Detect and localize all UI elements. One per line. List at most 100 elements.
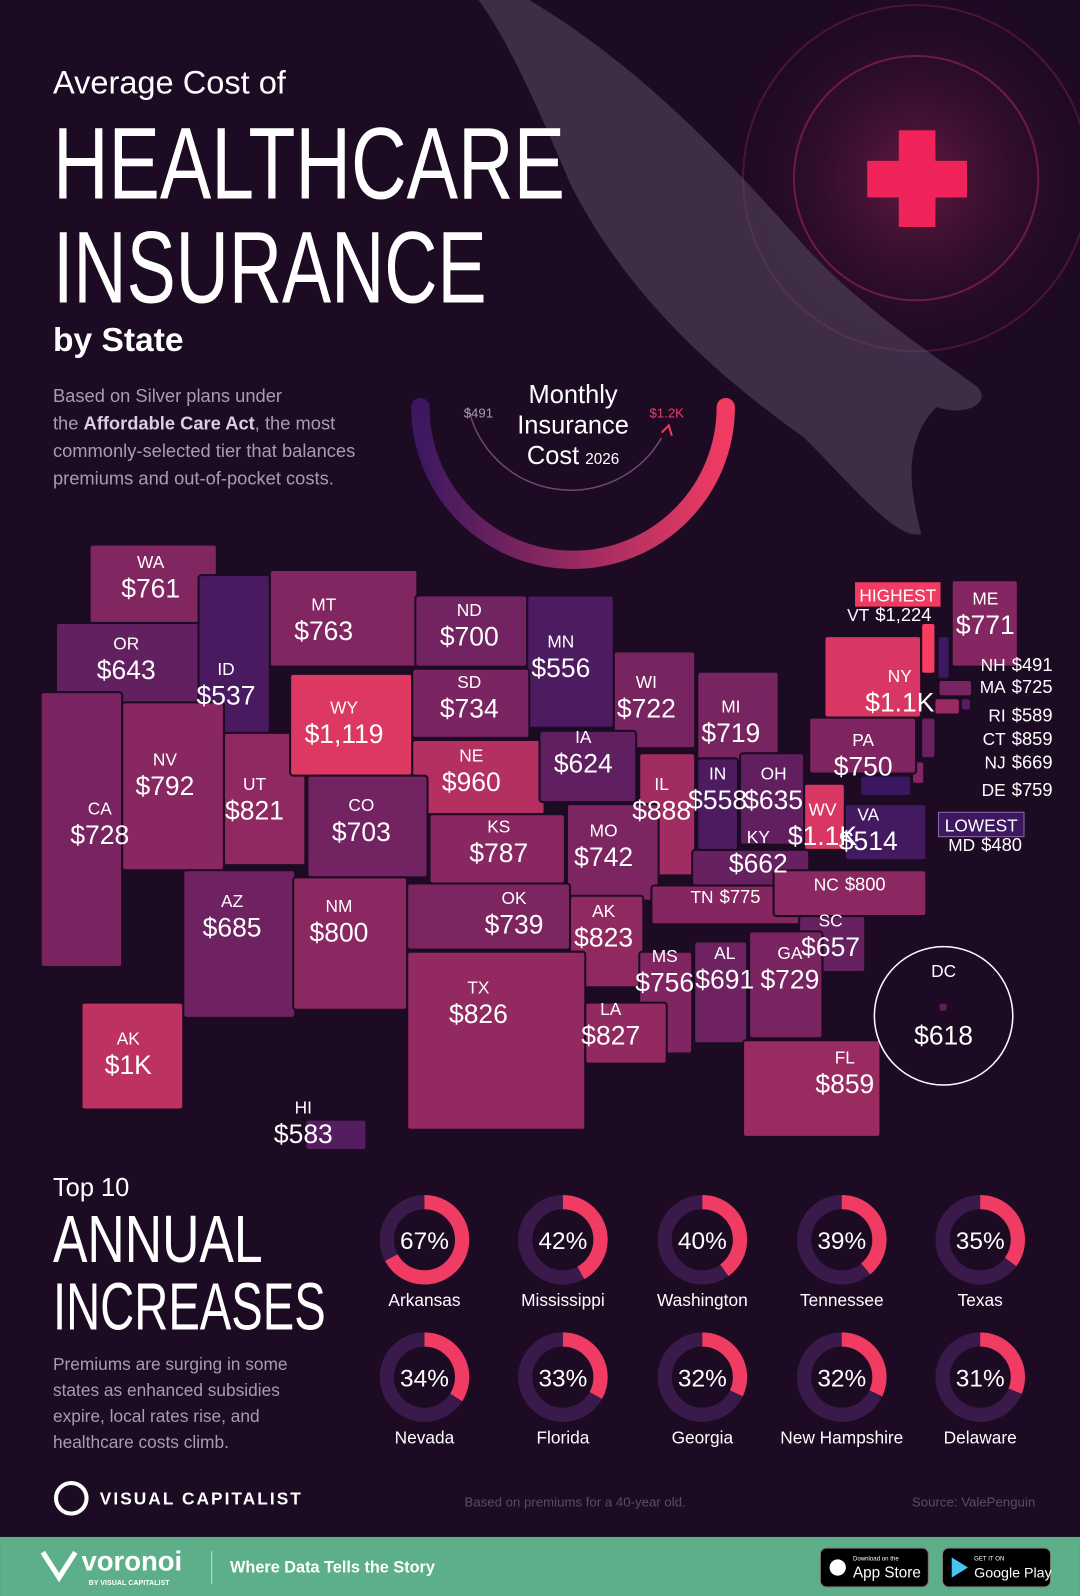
legend-title: Cost: [527, 442, 579, 470]
state-abbr: SC: [819, 910, 843, 930]
state-value: $491: [1012, 654, 1053, 675]
donut-state: Texas: [958, 1290, 1004, 1310]
voronoi-mark: [40, 1550, 78, 1583]
state-abbr: IN: [709, 764, 726, 784]
state-value: $657: [801, 932, 860, 962]
state-value: $859: [815, 1069, 874, 1099]
donut-value: 42%: [538, 1228, 587, 1255]
state-abbr: CA: [88, 798, 112, 818]
donut-state: Arkansas: [388, 1290, 460, 1310]
state-value: $556: [531, 653, 590, 683]
badge-box[interactable]: [942, 1547, 1051, 1588]
donut-arc: [797, 1194, 887, 1285]
donut-arc: [657, 1194, 748, 1285]
hand: [478, 0, 982, 535]
state-value: $787: [469, 838, 528, 868]
state-value: $1,119: [305, 719, 384, 749]
state-value: $763: [294, 616, 353, 646]
state-abbr: ME: [972, 589, 998, 609]
state-value: $750: [834, 752, 893, 782]
state-abbr: CO: [348, 795, 374, 815]
legend-inner-arc: [467, 406, 663, 491]
state-value: $827: [581, 1020, 640, 1050]
donut-arc: [935, 1332, 1026, 1422]
state-value: $703: [332, 817, 391, 847]
donut-value: 31%: [956, 1365, 1005, 1392]
state-value: $756: [635, 967, 694, 997]
state-abbr: SD: [457, 672, 481, 692]
state-abbr: TN: [690, 887, 713, 907]
state-region: [693, 940, 749, 1045]
state-value: $725: [1012, 676, 1053, 697]
state-abbr: GA: [777, 943, 802, 963]
badge-small: GET IT ON: [974, 1555, 1004, 1562]
voronoi-logo: voronoi: [81, 1546, 182, 1577]
badge-text: Google Play: [974, 1566, 1053, 1582]
brand: VISUAL CAPITALIST: [100, 1488, 303, 1508]
voronoi-sub: BY VISUAL CAPITALIST: [89, 1579, 171, 1587]
state-value: $662: [729, 848, 788, 878]
description: Based on Silver plans under: [53, 385, 282, 406]
state-region: [950, 579, 1019, 668]
state-abbr: IL: [654, 774, 669, 794]
donut-arc: [379, 1332, 470, 1422]
state-value: $719: [701, 718, 760, 748]
state-region: [584, 1001, 668, 1065]
section-description-line: expire, local rates rise, and: [53, 1406, 260, 1426]
state-value: $589: [1012, 705, 1053, 726]
state-value: $618: [914, 1020, 973, 1050]
state-value: $1.1K: [788, 821, 857, 851]
google-play-badge[interactable]: GET IT ON Google Play: [942, 1547, 1053, 1588]
section-title: ANNUAL: [53, 1202, 263, 1277]
state-value: $792: [135, 771, 194, 801]
state-region: [538, 729, 638, 804]
state-value: $537: [197, 680, 256, 710]
medical-cross: [867, 130, 967, 227]
donut-arc: [379, 1194, 470, 1285]
highest-tag-box: [855, 582, 941, 607]
description: premiums and out-of-pocket costs.: [53, 468, 334, 489]
state-value: $643: [97, 655, 156, 685]
lowest-tag: LOWEST: [945, 816, 1018, 836]
donut-value: 35%: [956, 1228, 1005, 1255]
state-value: $635: [744, 785, 803, 815]
app-store-badge[interactable]: Download on the App Store: [819, 1547, 929, 1588]
state-value: $558: [688, 785, 747, 815]
state-abbr: PA: [852, 730, 874, 750]
state-value: $821: [225, 795, 284, 825]
state-abbr: NC: [814, 875, 839, 895]
state-abbr: MD: [948, 835, 975, 855]
badge-small: Download on the: [853, 1555, 899, 1562]
badge-box[interactable]: [819, 1547, 929, 1588]
state-value: $888: [632, 795, 691, 825]
state-value: $826: [449, 999, 508, 1029]
state-abbr: HI: [295, 1098, 312, 1118]
legend-scale: [411, 407, 735, 569]
legend-max-marker: [716, 397, 735, 417]
state-abbr: MT: [311, 595, 336, 615]
state-region: [937, 678, 974, 698]
state-abbr: NM: [326, 896, 353, 916]
state-region: [696, 757, 739, 851]
bottom-bar: voronoi BY VISUAL CAPITALIST Where Data …: [0, 1536, 1080, 1596]
state-abbr: KS: [487, 817, 510, 837]
donut-arc: [657, 1332, 748, 1422]
state-value: $624: [554, 749, 613, 779]
kicker: Average Cost of: [53, 65, 287, 101]
donut-state: Washington: [657, 1290, 748, 1310]
legend-title: Monthly: [529, 381, 618, 409]
donut-arc: [797, 1332, 887, 1422]
state-abbr: WI: [636, 672, 657, 692]
state-region: [612, 650, 697, 750]
state-value: $739: [485, 909, 544, 939]
footnote: Based on premiums for a 40-year old.: [465, 1494, 686, 1509]
legend-max-label: $1.2K: [649, 405, 684, 420]
donut-arc: [518, 1194, 608, 1285]
state-abbr: UT: [243, 774, 266, 794]
tagline: Where Data Tells the Story: [230, 1559, 435, 1577]
highest-tag: HIGHEST: [859, 586, 936, 606]
section-title: INCREASES: [53, 1269, 326, 1344]
state-region: [406, 950, 587, 1131]
donut-value: 39%: [817, 1228, 866, 1255]
